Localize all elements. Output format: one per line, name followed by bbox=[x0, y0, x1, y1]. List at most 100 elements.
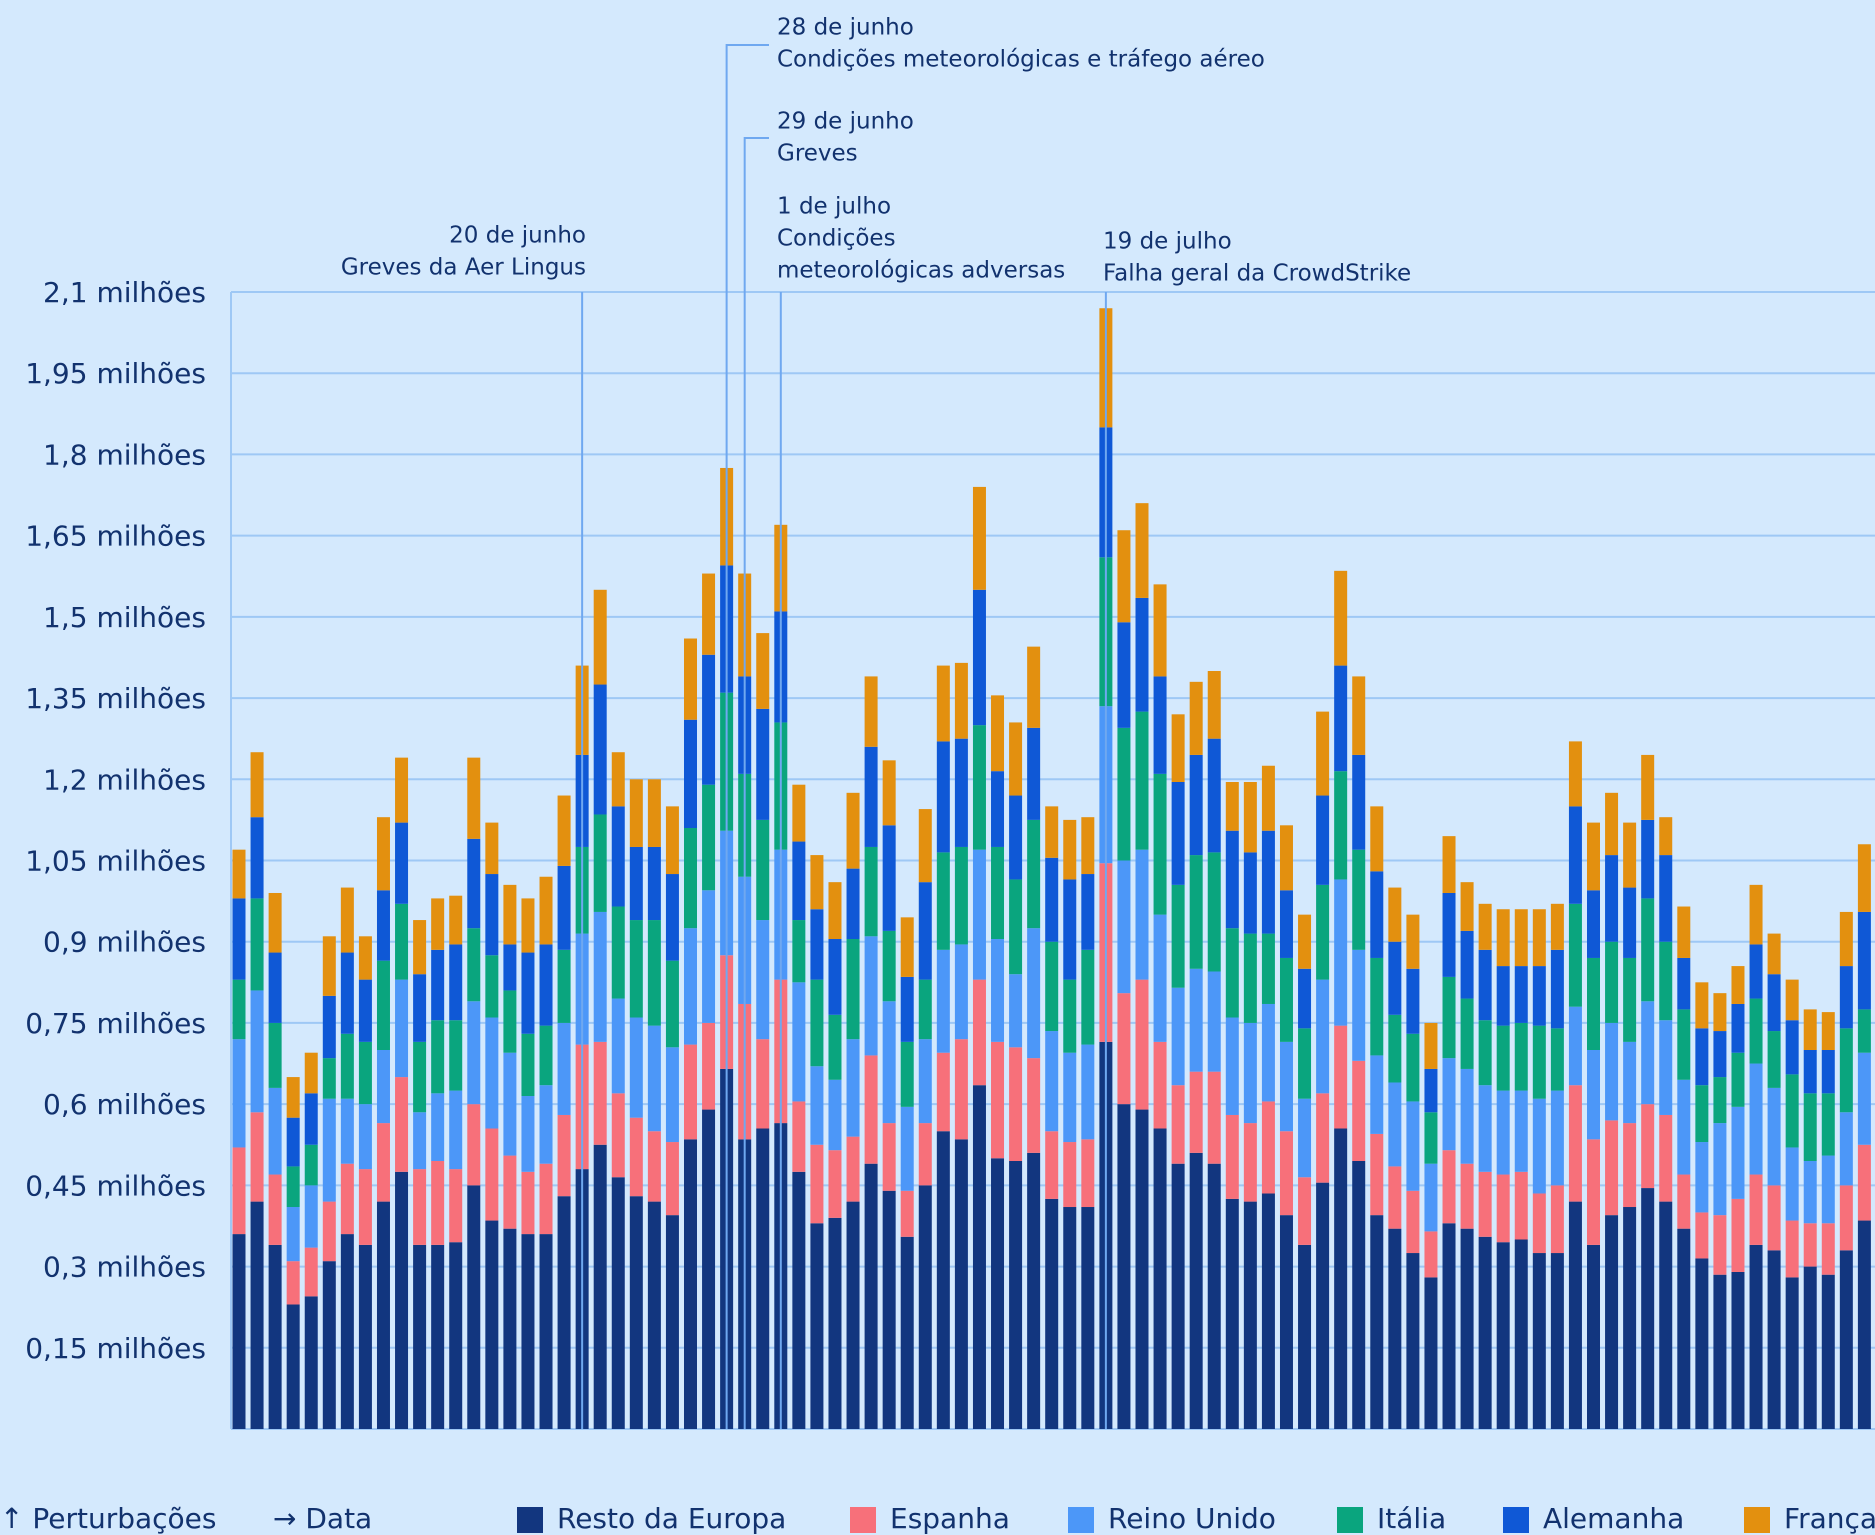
bar-segment bbox=[1117, 860, 1131, 994]
bar-segment bbox=[413, 1112, 427, 1170]
bar-segment bbox=[449, 1169, 463, 1243]
y-tick-label: 1,65 milhões bbox=[25, 520, 206, 553]
bar-segment bbox=[1568, 741, 1582, 807]
bar-segment bbox=[1424, 1068, 1438, 1113]
bar-segment bbox=[431, 949, 445, 1021]
bar-segment bbox=[900, 1190, 914, 1237]
bar-segment bbox=[756, 708, 770, 820]
bar-segment bbox=[1027, 727, 1041, 820]
bar-segment bbox=[991, 695, 1005, 772]
legend-label: Espanha bbox=[890, 1502, 1010, 1535]
bar-segment bbox=[1605, 1120, 1619, 1216]
annotation-text: 1 de julho bbox=[777, 194, 891, 220]
bar-segment bbox=[1352, 754, 1366, 850]
bar-segment bbox=[250, 990, 264, 1113]
bar-segment bbox=[1243, 1022, 1257, 1124]
bar-segment bbox=[376, 817, 390, 891]
bar-segment bbox=[340, 1163, 354, 1235]
bar-segment bbox=[1695, 1028, 1709, 1086]
bar-segment bbox=[1261, 1003, 1275, 1102]
bar-segment bbox=[665, 874, 679, 961]
bar-segment bbox=[1261, 1101, 1275, 1194]
bar-segment bbox=[1695, 1212, 1709, 1259]
bar-segment bbox=[1189, 1071, 1203, 1153]
bar-segment bbox=[431, 1093, 445, 1161]
bar-segment bbox=[864, 1055, 878, 1164]
bar-segment bbox=[810, 1223, 824, 1429]
bar-segment bbox=[376, 1123, 390, 1202]
bar-segment bbox=[286, 1304, 300, 1429]
bar-segment bbox=[1839, 1028, 1853, 1113]
bar-segment bbox=[1623, 957, 1637, 1042]
bar-segment bbox=[1803, 1009, 1817, 1050]
bar-segment bbox=[1207, 971, 1221, 1072]
bar-segment bbox=[1496, 1242, 1510, 1429]
bar-segment bbox=[1261, 765, 1275, 831]
bar-segment bbox=[1388, 941, 1402, 1015]
bar-segment bbox=[539, 944, 553, 1026]
bar-segment bbox=[1785, 1147, 1799, 1221]
bar-segment bbox=[1261, 830, 1275, 934]
bar-segment bbox=[1063, 1207, 1077, 1429]
bar-segment bbox=[286, 1207, 300, 1262]
bar-segment bbox=[1532, 1098, 1546, 1194]
legend-swatch bbox=[1503, 1507, 1529, 1533]
bar-segment bbox=[250, 752, 264, 818]
bar-segment bbox=[1587, 1050, 1600, 1140]
bar-segment bbox=[1027, 819, 1041, 929]
bar-segment bbox=[1496, 1090, 1510, 1175]
bar-segment bbox=[1406, 1101, 1420, 1191]
bar-segment bbox=[918, 882, 932, 980]
bar-segment bbox=[1821, 1093, 1835, 1156]
bar-segment bbox=[1027, 928, 1041, 1059]
bar-segment bbox=[828, 1079, 842, 1151]
bar-segment bbox=[1171, 781, 1185, 885]
bar-segment bbox=[1225, 1114, 1239, 1199]
legend-swatch bbox=[1744, 1507, 1770, 1533]
bar-segment bbox=[1857, 1009, 1871, 1053]
bar-segment bbox=[991, 1158, 1005, 1429]
bar-segment bbox=[1568, 1201, 1582, 1429]
bar-segment bbox=[539, 876, 553, 945]
bar-segment bbox=[1857, 1052, 1871, 1145]
y-axis-label: ↑ Perturbações bbox=[0, 1502, 217, 1535]
bar-segment bbox=[1316, 884, 1330, 980]
bar-segment bbox=[1424, 1277, 1438, 1429]
bar-segment bbox=[954, 738, 968, 847]
bar-segment bbox=[846, 1039, 860, 1137]
bar-segment bbox=[1857, 911, 1871, 1010]
bar-segment bbox=[485, 1128, 499, 1221]
bar-segment bbox=[1045, 1131, 1059, 1199]
bar-segment bbox=[485, 874, 499, 956]
bar-segment bbox=[503, 944, 517, 991]
bar-segment bbox=[1695, 1258, 1709, 1429]
bar-segment bbox=[1189, 754, 1203, 856]
bar-segment bbox=[467, 1185, 481, 1429]
y-tick-label: 0,6 milhões bbox=[43, 1088, 206, 1121]
bar-segment bbox=[1352, 676, 1366, 755]
bar-segment bbox=[449, 895, 463, 945]
bar-segment bbox=[1460, 1228, 1474, 1429]
bar-segment bbox=[557, 949, 571, 1023]
bar-segment bbox=[1695, 1142, 1709, 1213]
bar-segment bbox=[1821, 1155, 1835, 1224]
bar-segment bbox=[1731, 1052, 1745, 1107]
annotation-text: meteorológicas adversas bbox=[777, 258, 1065, 284]
bar-segment bbox=[449, 1090, 463, 1170]
bar-segment bbox=[521, 1033, 535, 1097]
bar-segment bbox=[756, 819, 770, 921]
bar-segment bbox=[1135, 1109, 1149, 1429]
bar-segment bbox=[647, 1025, 661, 1132]
bar-segment bbox=[1009, 722, 1023, 796]
y-tick-label: 0,45 milhões bbox=[25, 1169, 206, 1202]
bar-segment bbox=[521, 1171, 535, 1235]
bar-segment bbox=[1352, 949, 1366, 1061]
bar-segment bbox=[413, 974, 427, 1042]
bar-segment bbox=[828, 1014, 842, 1080]
bar-segment bbox=[1027, 1152, 1041, 1429]
bar-segment bbox=[810, 909, 824, 980]
bar-segment bbox=[1839, 1112, 1853, 1186]
bar-segment bbox=[1316, 711, 1330, 796]
legend-label: Resto da Europa bbox=[557, 1502, 786, 1535]
bar-segment bbox=[1803, 1160, 1817, 1224]
